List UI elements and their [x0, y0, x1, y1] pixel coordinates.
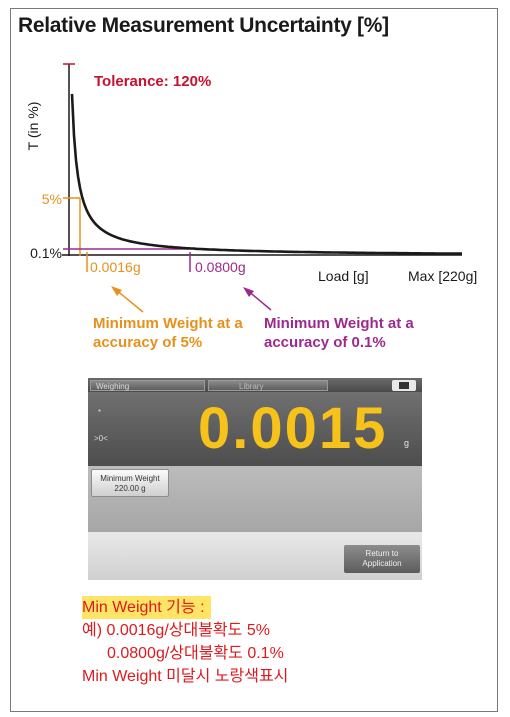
uncertainty-chart: T (in %) Tolerance: 120% 5% 0.0016g 0.1%…: [25, 63, 477, 313]
minimum-weight-value: 220.00 g: [114, 484, 146, 493]
min5-annotation-line2: accuracy of 5%: [93, 334, 203, 351]
min01-annotation-line1: Minimum Weight at a: [264, 315, 414, 332]
y-axis-label: T (in %): [25, 102, 41, 151]
device-tab-bar: Weighing Library: [88, 378, 422, 392]
arrow-min5-shaft: [114, 288, 144, 313]
return-to-application-button[interactable]: Return to Application: [344, 545, 420, 573]
tolerance-label: Tolerance: 120%: [94, 73, 211, 90]
x-axis-label: Load [g]: [318, 268, 369, 284]
weight-unit: g: [404, 438, 410, 448]
notes-heading: Min Weight 기능 :: [82, 596, 211, 619]
x-max-label: Max [220g]: [408, 268, 477, 284]
weight-reading: 0.0015: [198, 396, 388, 461]
save-icon[interactable]: [392, 380, 416, 391]
zero-indicator: >0<: [94, 434, 108, 443]
min5-value: 0.0016g: [90, 259, 141, 275]
min5-annotation: Minimum Weight at a accuracy of 5%: [93, 314, 243, 352]
minimum-weight-button[interactable]: Minimum Weight 220.00 g: [91, 469, 169, 497]
arrow-min5-head: [111, 286, 122, 296]
return-label-line1: Return to: [365, 549, 399, 558]
min5-annotation-line1: Minimum Weight at a: [93, 315, 243, 332]
tab-weighing[interactable]: Weighing: [90, 380, 205, 391]
notes-line-1: 예) 0.0016g/상대불확도 5%: [82, 622, 270, 639]
korean-notes: Min Weight 기능 : 예) 0.0016g/상대불확도 5% 0.08…: [82, 596, 288, 688]
weight-display: * >0< 0.0015 g: [88, 392, 422, 466]
arrow-min01-head: [243, 287, 254, 297]
y-tick-0p1pct: 0.1%: [30, 245, 62, 261]
tab-library[interactable]: Library: [208, 380, 328, 391]
uncertainty-curve: [70, 93, 462, 255]
minimum-weight-label: Minimum Weight: [100, 474, 160, 483]
device-footer: Return to Application: [88, 532, 422, 580]
notes-line-2: 0.0800g/상대불확도 0.1%: [107, 645, 284, 662]
y-tick-5pct: 5%: [42, 191, 62, 207]
min01-annotation-line2: accuracy of 0.1%: [264, 334, 386, 351]
balance-screen: Weighing Library * >0< 0.0015 g Minimum …: [88, 378, 422, 580]
min01-annotation: Minimum Weight at a accuracy of 0.1%: [264, 314, 414, 352]
return-label-line2: Application: [362, 559, 402, 568]
min01-value: 0.0800g: [195, 259, 246, 275]
chart-title: Relative Measurement Uncertainty [%]: [18, 14, 389, 37]
device-body: Minimum Weight 220.00 g: [88, 466, 422, 532]
figure-frame: [10, 8, 498, 712]
stable-indicator: *: [98, 408, 102, 417]
notes-line-3: Min Weight 미달시 노랑색표시: [82, 668, 289, 685]
